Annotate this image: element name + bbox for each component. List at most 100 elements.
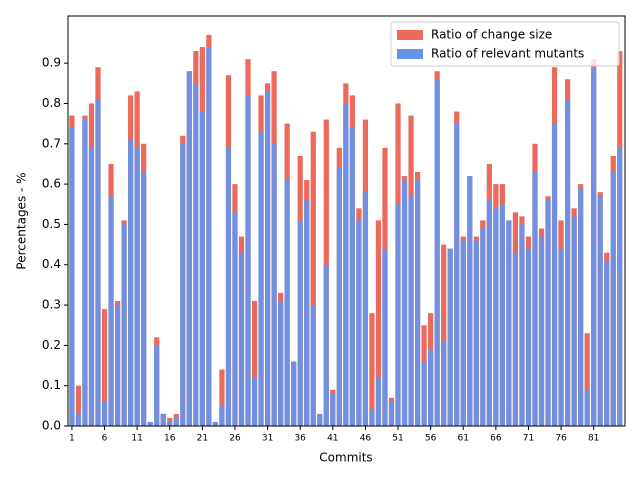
bar	[388, 401, 395, 426]
bar	[375, 220, 382, 426]
bar	[232, 212, 238, 426]
bar	[141, 172, 147, 426]
bar	[193, 83, 199, 426]
bar	[584, 389, 590, 426]
x-tick-label: 81	[588, 434, 599, 444]
bar	[251, 301, 258, 426]
bar	[467, 176, 473, 426]
bar	[395, 204, 401, 426]
bar	[545, 200, 551, 426]
bar	[441, 244, 447, 426]
y-tick-label: 0.2	[42, 338, 61, 352]
bar	[128, 139, 134, 426]
bar	[499, 204, 505, 426]
bar	[571, 216, 577, 426]
bar	[154, 345, 160, 426]
bar	[454, 123, 460, 426]
bar	[108, 196, 114, 426]
y-tick-label: 0.1	[42, 378, 61, 392]
bar	[506, 220, 512, 426]
bar	[401, 180, 408, 426]
x-tick-label: 56	[425, 434, 437, 444]
legend-swatch	[397, 49, 423, 59]
bar	[147, 421, 153, 426]
bar	[199, 111, 205, 427]
bar	[617, 147, 623, 426]
bar	[180, 143, 186, 427]
bar	[278, 301, 284, 426]
bar	[88, 147, 95, 426]
bar	[369, 313, 375, 426]
bar	[349, 127, 355, 427]
x-tick-label: 6	[102, 434, 108, 444]
x-tick-label: 76	[555, 434, 567, 444]
bar	[206, 47, 212, 426]
bar	[473, 240, 479, 426]
bar	[369, 409, 375, 426]
bar	[597, 196, 603, 426]
bar	[538, 236, 545, 426]
bar	[317, 413, 323, 426]
x-tick-label: 61	[458, 434, 469, 444]
bar	[310, 305, 316, 426]
bar	[101, 309, 108, 426]
bar	[441, 341, 447, 426]
bar	[408, 196, 414, 426]
bar	[251, 377, 258, 426]
bar	[101, 401, 108, 426]
bar	[532, 172, 538, 426]
bar	[434, 79, 440, 426]
legend-label: Ratio of relevant mutants	[431, 47, 584, 61]
bar	[264, 91, 271, 426]
y-tick-label: 0.9	[42, 56, 61, 70]
y-tick-label: 0.6	[42, 177, 61, 191]
bar	[95, 99, 101, 426]
x-tick-label: 36	[294, 434, 306, 444]
legend-swatch	[397, 30, 423, 40]
x-tick-label: 46	[360, 434, 372, 444]
y-tick-label: 0.7	[42, 136, 61, 150]
bar	[271, 143, 277, 427]
bar	[75, 385, 82, 426]
bar	[258, 131, 264, 426]
bar	[134, 147, 140, 426]
legend-label: Ratio of change size	[431, 28, 552, 42]
y-tick-label: 0.0	[42, 419, 61, 433]
x-axis-label: Commits	[319, 451, 372, 465]
bar	[82, 119, 88, 427]
bar	[362, 192, 369, 426]
bar	[558, 248, 564, 426]
bar	[375, 377, 382, 426]
bar	[421, 361, 427, 426]
bar	[578, 188, 584, 426]
bar	[486, 200, 492, 426]
bar	[225, 147, 232, 426]
bar	[525, 248, 532, 426]
bar	[173, 417, 179, 426]
bar	[447, 248, 453, 426]
bar	[564, 99, 571, 426]
bar	[238, 252, 245, 426]
bar	[512, 252, 519, 426]
y-tick-label: 0.3	[42, 298, 61, 312]
bar	[219, 405, 225, 426]
bar	[75, 413, 82, 426]
y-tick-label: 0.4	[42, 257, 61, 271]
x-tick-label: 66	[490, 434, 502, 444]
bar	[343, 103, 349, 427]
legend: Ratio of change size Ratio of relevant mu…	[390, 21, 620, 67]
x-tick-label: 31	[262, 434, 273, 444]
bar	[121, 224, 127, 426]
bar	[591, 67, 597, 426]
x-tick-label: 11	[131, 434, 142, 444]
legend-box	[390, 21, 620, 67]
y-tick-label: 0.5	[42, 217, 61, 231]
y-tick-label: 0.8	[42, 96, 61, 110]
bar	[297, 220, 303, 426]
plot-frame	[67, 15, 626, 427]
bar	[551, 123, 558, 426]
x-tick-label: 26	[229, 434, 241, 444]
x-tick-label: 41	[327, 434, 338, 444]
bar	[69, 127, 75, 427]
bar	[304, 200, 310, 426]
